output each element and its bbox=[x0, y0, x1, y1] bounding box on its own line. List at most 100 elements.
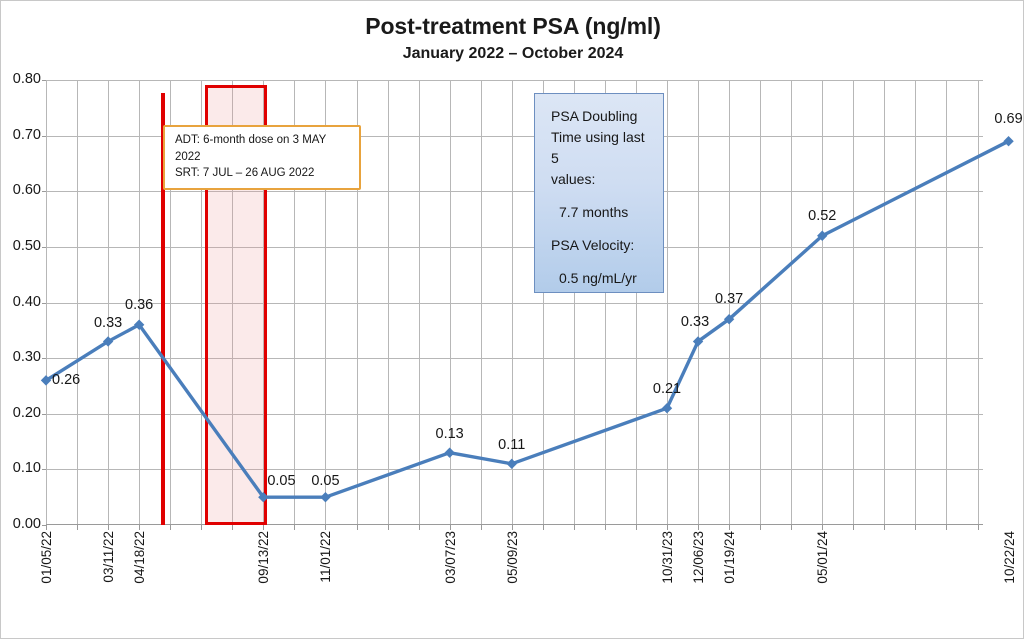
x-axis-tick-label: 05/01/24 bbox=[815, 531, 831, 584]
gridline-vertical bbox=[822, 80, 824, 525]
gridline-vertical bbox=[480, 80, 482, 525]
data-point-label: 0.69 bbox=[994, 111, 1023, 128]
gridline-vertical bbox=[698, 80, 700, 525]
x-axis-tick-label: 12/06/23 bbox=[691, 531, 707, 584]
y-axis-tick bbox=[42, 135, 46, 137]
data-point-label: 0.36 bbox=[125, 296, 154, 313]
x-axis-tick bbox=[791, 525, 793, 530]
data-point-label: 0.21 bbox=[652, 381, 682, 398]
gridline-horizontal bbox=[46, 358, 983, 360]
y-axis-tick bbox=[42, 246, 46, 248]
y-axis-tick-label: 0.10 bbox=[12, 460, 41, 477]
x-axis-tick-label: 03/07/23 bbox=[442, 531, 458, 584]
chart-subtitle: January 2022 – October 2024 bbox=[402, 45, 624, 62]
x-axis-tick bbox=[604, 525, 606, 530]
gridline-vertical bbox=[387, 80, 389, 525]
x-axis-tick bbox=[915, 525, 917, 530]
x-axis-tick-label: 10/22/24 bbox=[1001, 531, 1017, 584]
stats-heading-line-1: PSA Doubling bbox=[551, 108, 638, 124]
x-axis-tick bbox=[698, 525, 700, 530]
y-axis-tick bbox=[42, 302, 46, 304]
gridline-horizontal bbox=[46, 135, 983, 137]
gridline-horizontal bbox=[46, 413, 983, 415]
y-axis-tick-label: 0.70 bbox=[12, 126, 41, 143]
y-axis-tick-label: 0.40 bbox=[12, 293, 41, 310]
stats-heading-line-2: Time using last 5 bbox=[551, 129, 645, 166]
data-point-label: 0.37 bbox=[714, 291, 744, 308]
x-axis-tick bbox=[729, 525, 731, 530]
x-axis-tick bbox=[480, 525, 482, 530]
x-axis-tick-label: 05/09/23 bbox=[504, 531, 520, 584]
gridline-vertical bbox=[77, 80, 79, 525]
gridline-vertical bbox=[946, 80, 948, 525]
stats-heading-line-3: values: bbox=[551, 171, 596, 187]
x-axis-tick bbox=[294, 525, 296, 530]
x-axis-tick-label: 11/01/22 bbox=[318, 531, 334, 583]
psa-velocity-label: PSA Velocity: bbox=[551, 237, 635, 253]
x-axis-tick bbox=[635, 525, 637, 530]
gridline-vertical bbox=[418, 80, 420, 525]
y-axis-tick-label: 0.30 bbox=[12, 349, 41, 366]
y-axis-tick-label: 0.50 bbox=[12, 237, 41, 254]
data-point-label: 0.52 bbox=[808, 207, 837, 224]
x-axis-tick bbox=[201, 525, 203, 530]
x-axis-tick bbox=[511, 525, 513, 530]
x-axis-tick bbox=[946, 525, 948, 530]
data-point-label: 0.13 bbox=[435, 425, 464, 442]
x-axis-tick bbox=[387, 525, 389, 530]
gridline-vertical bbox=[915, 80, 917, 525]
y-axis-tick-label: 0.60 bbox=[12, 182, 41, 199]
x-axis-tick-label: 03/11/22 bbox=[101, 531, 117, 583]
y-axis-tick bbox=[42, 469, 46, 471]
gridline-vertical bbox=[977, 80, 979, 525]
y-axis-tick-label: 0.20 bbox=[12, 404, 41, 421]
y-axis-tick bbox=[42, 191, 46, 193]
chart-title: Post-treatment PSA (ng/ml) bbox=[365, 13, 661, 39]
x-axis-tick bbox=[325, 525, 327, 530]
x-axis-tick bbox=[542, 525, 544, 530]
y-axis-tick bbox=[42, 358, 46, 360]
gridline-horizontal bbox=[46, 80, 983, 81]
gridline-vertical bbox=[760, 80, 762, 525]
x-axis-tick bbox=[449, 525, 451, 530]
gridline-vertical bbox=[511, 80, 513, 525]
gridline-vertical bbox=[667, 80, 668, 525]
gridline-vertical bbox=[449, 80, 451, 525]
x-axis-tick bbox=[108, 525, 110, 530]
x-axis-tick bbox=[170, 525, 172, 530]
x-axis-tick bbox=[667, 525, 668, 530]
x-axis-tick bbox=[977, 525, 979, 530]
stats-spacer-1 bbox=[551, 190, 649, 202]
data-point-label: 0.33 bbox=[680, 314, 710, 331]
x-axis-tick-label: 01/19/24 bbox=[722, 531, 738, 584]
x-axis-tick bbox=[139, 525, 141, 530]
y-axis-tick-label: 0.00 bbox=[12, 516, 41, 532]
x-axis-tick bbox=[77, 525, 79, 530]
x-axis-tick-label: 09/13/22 bbox=[256, 531, 272, 584]
data-point-label: 0.05 bbox=[311, 473, 340, 490]
gridline-horizontal bbox=[46, 302, 983, 304]
psa-doubling-time-value: 7.7 months bbox=[559, 204, 629, 220]
gridline-vertical bbox=[46, 80, 47, 525]
data-point-label: 0.33 bbox=[93, 315, 123, 332]
x-axis-line bbox=[46, 524, 983, 525]
data-point-label: 0.11 bbox=[498, 436, 526, 453]
gridline-horizontal bbox=[46, 191, 983, 193]
x-axis-tick bbox=[232, 525, 234, 530]
gridline-vertical bbox=[791, 80, 793, 525]
x-axis-tick bbox=[46, 525, 47, 530]
x-axis-tick bbox=[822, 525, 824, 530]
y-axis-tick bbox=[42, 525, 46, 526]
psa-stats-box: PSA Doubling Time using last 5 values: 7… bbox=[534, 93, 664, 293]
data-point-label: 0.05 bbox=[267, 473, 296, 490]
y-axis-tick bbox=[42, 413, 46, 415]
gridline-horizontal bbox=[46, 469, 983, 471]
stats-spacer-2 bbox=[551, 223, 649, 235]
x-axis-tick-label: 01/05/22 bbox=[39, 531, 54, 584]
x-axis-tick bbox=[760, 525, 762, 530]
x-axis-tick bbox=[853, 525, 855, 530]
x-axis-tick bbox=[884, 525, 886, 530]
x-axis-tick bbox=[573, 525, 575, 530]
x-axis-tick bbox=[356, 525, 358, 530]
